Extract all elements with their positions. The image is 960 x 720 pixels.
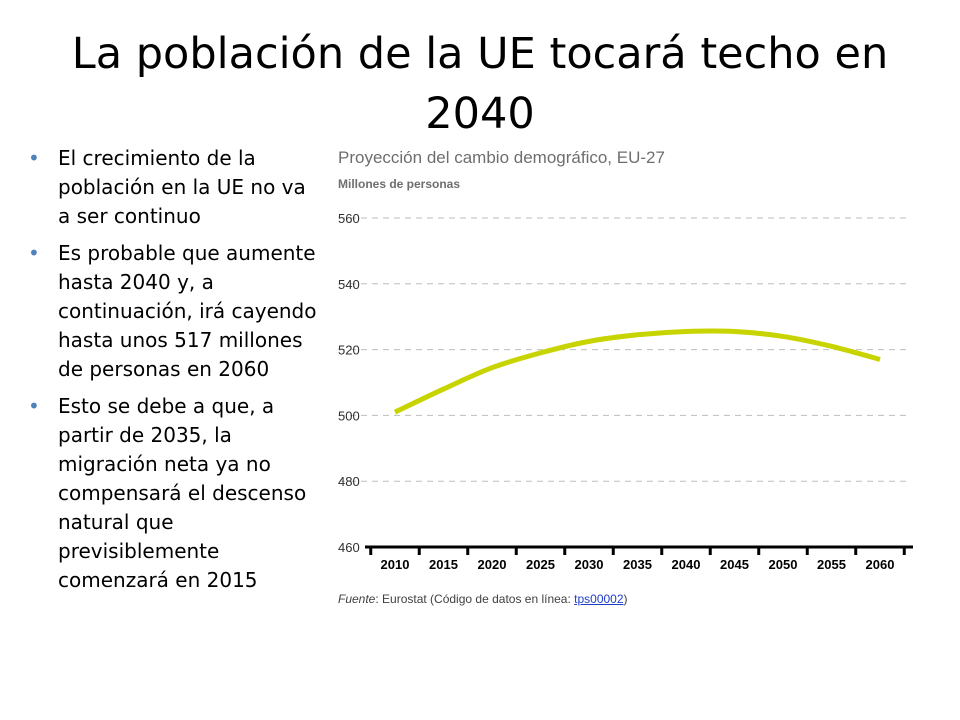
y-tick-label: 460 [338,540,360,555]
x-tick-label: 2045 [720,557,749,572]
source-text: : Eurostat (Código de datos en línea: [375,592,575,606]
series-line [393,328,881,415]
x-tick-label: 2015 [429,557,458,572]
y-tick-label: 520 [338,343,360,358]
slide-title: La población de la UE tocará techo en 20… [71,29,889,139]
y-tick-label: 560 [338,211,360,226]
source-label: Fuente [338,592,376,606]
x-tick-label: 2050 [769,557,798,572]
x-tick-label: 2035 [623,557,652,572]
x-tick-label: 2030 [575,557,604,572]
chart-title: Proyección del cambio demográfico, EU-27 [338,148,665,167]
x-tick-label: 2040 [672,557,701,572]
y-tick-label: 540 [338,277,360,292]
x-tick-label: 2055 [817,557,846,572]
source-link[interactable]: tps00002 [574,592,624,606]
x-tick-label: 2060 [866,557,895,572]
bullet-item: El crecimiento de la población en la UE … [28,144,323,231]
x-tick-label: 2020 [478,557,507,572]
bullet-item: Es probable que aumente hasta 2040 y, a … [28,239,323,384]
source-close: ) [623,592,628,606]
bullet-list: El crecimiento de la población en la UE … [28,144,323,603]
chart-source: Fuente: Eurostat (Código de datos en lín… [338,592,628,606]
chart-y-unit-label: Millones de personas [338,177,461,191]
y-tick-label: 480 [338,474,360,489]
x-tick-label: 2010 [381,557,410,572]
bullet-item: Esto se debe a que, a partir de 2035, la… [28,392,323,595]
y-tick-label: 500 [338,408,360,423]
x-tick-label: 2025 [526,557,555,572]
